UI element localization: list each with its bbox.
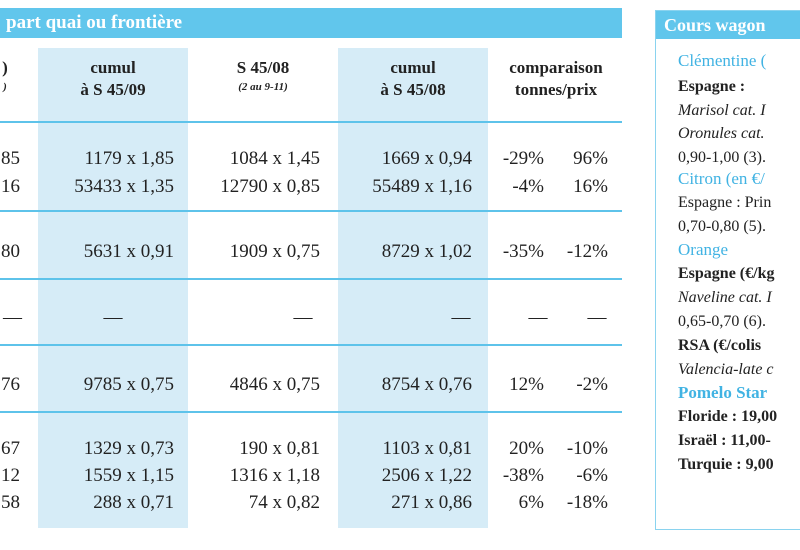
table-cell: 9785 x 0,75 xyxy=(83,374,174,395)
origin-line: Turquie : 9,00 xyxy=(678,456,774,473)
table-cell: 16 xyxy=(1,176,20,197)
table-cell: — xyxy=(293,307,313,328)
row-divider xyxy=(0,121,622,123)
table-cell: -35% xyxy=(502,241,544,262)
price-line: Marisol cat. I xyxy=(678,102,766,119)
table-cell: -18% xyxy=(566,492,608,513)
table-cell: 80 xyxy=(1,241,20,262)
table-cell: 2506 x 1,22 xyxy=(381,465,472,486)
table-cell: -38% xyxy=(502,465,544,486)
table-cell: -6% xyxy=(576,465,608,486)
price-line: 0,90-1,00 (3). xyxy=(678,149,766,166)
origin-line: Espagne : xyxy=(678,78,746,95)
table-cell: 1669 x 0,94 xyxy=(381,148,472,169)
table-cell: 1909 x 0,75 xyxy=(229,241,320,262)
table-header-bar: part quai ou frontière xyxy=(0,8,622,38)
fruit-heading: Pomelo Star xyxy=(678,383,768,402)
fruit-heading: Citron (en €/ xyxy=(678,169,765,188)
table-cell: 1316 x 1,18 xyxy=(229,465,320,486)
origin-line: Floride : 19,00 xyxy=(678,408,778,425)
table-cell: 12% xyxy=(509,374,544,395)
table-cell: 6% xyxy=(518,492,544,513)
table-cell: 67 xyxy=(1,438,20,459)
side-panel-title: Cours wagon xyxy=(656,11,800,39)
table-cell: 1559 x 1,15 xyxy=(83,465,174,486)
table-cell: — xyxy=(3,307,22,328)
table-cell: 1084 x 1,45 xyxy=(229,148,320,169)
table-cell: -4% xyxy=(512,176,544,197)
table-cell: -12% xyxy=(566,241,608,262)
row-divider xyxy=(0,210,622,212)
table-cell: — xyxy=(451,307,471,328)
row-divider xyxy=(0,278,622,280)
table-cell: 1103 x 0,81 xyxy=(382,438,472,459)
shaded-column-cumul-08 xyxy=(338,48,488,528)
row-divider xyxy=(0,411,622,413)
origin-line: Espagne : Prin xyxy=(678,194,772,211)
table-cell: -2% xyxy=(576,374,608,395)
price-line: Naveline cat. I xyxy=(678,289,772,306)
column-header-cumul-s45-08: cumul à S 45/08 xyxy=(380,58,446,99)
table-cell: 8754 x 0,76 xyxy=(381,374,472,395)
origin-line: Israël : 11,00- xyxy=(678,432,771,449)
column-header-comparaison: comparaison tonnes/prix xyxy=(509,58,603,99)
table-cell: 5631 x 0,91 xyxy=(83,241,174,262)
table-cell: 4846 x 0,75 xyxy=(229,374,320,395)
table-cell: -10% xyxy=(566,438,608,459)
table-cell: 190 x 0,81 xyxy=(239,438,320,459)
column-header-s45-08: S 45/08 (2 au 9-11) xyxy=(236,58,290,93)
table-cell: 12 xyxy=(1,465,20,486)
fruit-heading: Orange xyxy=(678,240,729,259)
table-cell: 8729 x 1,02 xyxy=(381,241,472,262)
table-cell: 58 xyxy=(1,492,20,513)
table-cell: 12790 x 0,85 xyxy=(220,176,320,197)
shaded-column-cumul-09 xyxy=(38,48,188,528)
fruit-heading: Clémentine ( xyxy=(678,51,767,70)
price-line: 0,70-0,80 (5). xyxy=(678,218,766,235)
table-cell: 16% xyxy=(573,176,608,197)
price-line: Valencia-late c xyxy=(678,361,774,378)
table-cell: 53433 x 1,35 xyxy=(74,176,174,197)
table-cell: 55489 x 1,16 xyxy=(372,176,472,197)
table-cell: 20% xyxy=(509,438,544,459)
table-cell: 288 x 0,71 xyxy=(93,492,174,513)
table-cell: 74 x 0,82 xyxy=(248,492,320,513)
table-cell: — xyxy=(103,307,123,328)
table-cell: — xyxy=(528,307,548,328)
column-header-cumul-s45-09: cumul à S 45/09 xyxy=(80,58,146,99)
table-cell: — xyxy=(587,307,607,328)
table-cell: 271 x 0,86 xyxy=(391,492,472,513)
table-title: part quai ou frontière xyxy=(6,12,183,33)
price-line: Oronules cat. xyxy=(678,125,765,142)
row-divider xyxy=(0,344,622,346)
table-cell: 96% xyxy=(573,148,608,169)
column-header-0: ) ) xyxy=(2,58,8,93)
table-cell: 1179 x 1,85 xyxy=(84,148,174,169)
origin-line: Espagne (€/kg xyxy=(678,265,775,282)
table-cell: -29% xyxy=(502,148,544,169)
origin-line: RSA (€/colis xyxy=(678,337,762,354)
table-cell: 1329 x 0,73 xyxy=(83,438,174,459)
table-cell: 76 xyxy=(1,374,20,395)
price-line: 0,65-0,70 (6). xyxy=(678,313,766,330)
side-panel-cours-wagon: Cours wagon Clémentine ( Espagne : Maris… xyxy=(655,10,800,530)
table-cell: 85 xyxy=(1,148,20,169)
